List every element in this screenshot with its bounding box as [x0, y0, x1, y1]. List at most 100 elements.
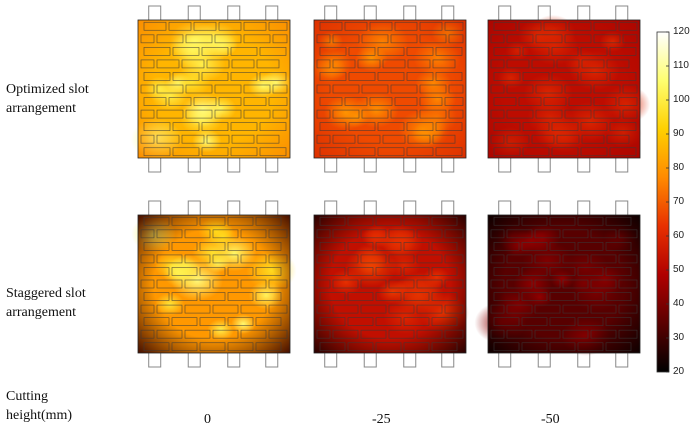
terminal-tab	[187, 200, 201, 217]
slot	[388, 304, 415, 314]
slot	[593, 84, 621, 94]
slot	[375, 216, 402, 226]
slot	[580, 72, 608, 81]
terminal-tab	[324, 200, 338, 217]
slot	[377, 147, 405, 157]
slot	[332, 229, 359, 239]
slot	[319, 242, 346, 251]
slot	[431, 267, 458, 276]
slot	[231, 134, 255, 144]
slot	[140, 109, 155, 119]
edge-cooling	[138, 20, 290, 158]
slot	[319, 72, 347, 81]
slot	[590, 229, 617, 239]
edge-cooling	[488, 20, 640, 158]
slot	[506, 134, 530, 144]
slot	[347, 342, 374, 352]
slot	[549, 292, 576, 301]
slot	[243, 34, 271, 44]
terminal-tab	[363, 5, 377, 22]
slot	[259, 147, 287, 157]
slot	[521, 292, 548, 301]
terminal-tab	[577, 5, 591, 22]
slot	[348, 47, 376, 56]
slot	[432, 59, 456, 69]
slot	[319, 342, 346, 352]
slot	[156, 84, 184, 94]
slot	[493, 242, 520, 251]
slot	[375, 342, 402, 352]
slot	[332, 34, 360, 44]
slot	[416, 329, 443, 339]
slot	[403, 317, 430, 326]
slot	[493, 122, 521, 131]
slot	[493, 21, 517, 31]
terminal-tab	[498, 351, 512, 368]
slot	[581, 134, 605, 144]
slot	[403, 242, 430, 251]
slot	[609, 147, 637, 157]
slot	[172, 147, 200, 157]
terminal-tab	[537, 156, 551, 173]
slot	[506, 84, 534, 94]
slot	[444, 304, 464, 314]
slot	[444, 329, 464, 339]
slot	[206, 134, 230, 144]
panel-frame	[313, 214, 467, 354]
slot	[522, 47, 550, 56]
slot	[319, 97, 343, 106]
colorbar-tick-label: 60	[673, 230, 685, 241]
slot	[172, 122, 200, 131]
slot	[390, 109, 418, 119]
colorbar-tick-label: 70	[673, 196, 685, 207]
slot	[577, 292, 604, 301]
slot	[435, 72, 463, 81]
slot	[255, 342, 282, 352]
terminal-tab	[265, 5, 279, 22]
slot	[140, 84, 155, 94]
slot	[375, 267, 402, 276]
slot	[319, 216, 346, 226]
panel-frame	[137, 214, 291, 354]
slot	[622, 84, 638, 94]
slot	[268, 329, 288, 339]
slot	[143, 342, 170, 352]
slot	[184, 279, 211, 289]
slot	[240, 329, 267, 339]
slot	[390, 84, 418, 94]
terminal-tab	[227, 200, 241, 217]
slot	[319, 147, 347, 157]
terminal-tab	[324, 5, 338, 22]
slot	[360, 304, 387, 314]
slot	[490, 304, 505, 314]
slot	[444, 229, 464, 239]
slot	[316, 229, 331, 239]
panel-frame	[137, 19, 291, 159]
slot	[171, 342, 198, 352]
slot	[407, 59, 431, 69]
slot	[493, 216, 520, 226]
edge-cooling	[488, 215, 640, 353]
slot	[230, 47, 258, 56]
edge-cooling	[138, 215, 290, 353]
slot	[332, 279, 359, 289]
slot	[551, 72, 579, 81]
slot	[230, 147, 258, 157]
slot	[522, 72, 550, 81]
slot	[360, 279, 387, 289]
slot	[230, 122, 258, 131]
slot	[406, 147, 434, 157]
colorbar-tick-label: 30	[673, 332, 685, 343]
slot	[535, 34, 563, 44]
slot	[377, 47, 405, 56]
slot	[230, 72, 258, 81]
slot	[140, 254, 155, 264]
slot	[564, 109, 592, 119]
slot	[212, 229, 239, 239]
slot	[493, 292, 520, 301]
terminal-tab	[265, 351, 279, 368]
slot	[199, 242, 226, 251]
slot	[377, 122, 405, 131]
slot	[347, 216, 374, 226]
slot	[319, 21, 343, 31]
